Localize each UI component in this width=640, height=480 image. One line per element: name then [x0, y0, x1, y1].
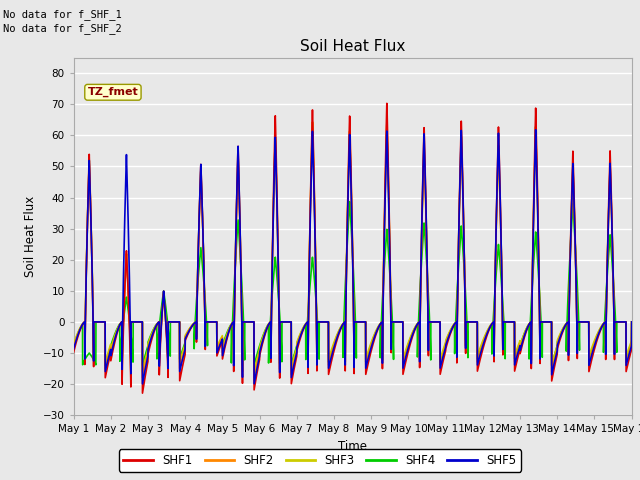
Text: TZ_fmet: TZ_fmet	[88, 87, 138, 97]
Text: No data for f_SHF_1: No data for f_SHF_1	[3, 9, 122, 20]
Text: No data for f_SHF_2: No data for f_SHF_2	[3, 23, 122, 34]
X-axis label: Time: Time	[338, 440, 367, 453]
Title: Soil Heat Flux: Soil Heat Flux	[300, 39, 405, 54]
Y-axis label: Soil Heat Flux: Soil Heat Flux	[24, 196, 37, 277]
Legend: SHF1, SHF2, SHF3, SHF4, SHF5: SHF1, SHF2, SHF3, SHF4, SHF5	[119, 449, 521, 472]
